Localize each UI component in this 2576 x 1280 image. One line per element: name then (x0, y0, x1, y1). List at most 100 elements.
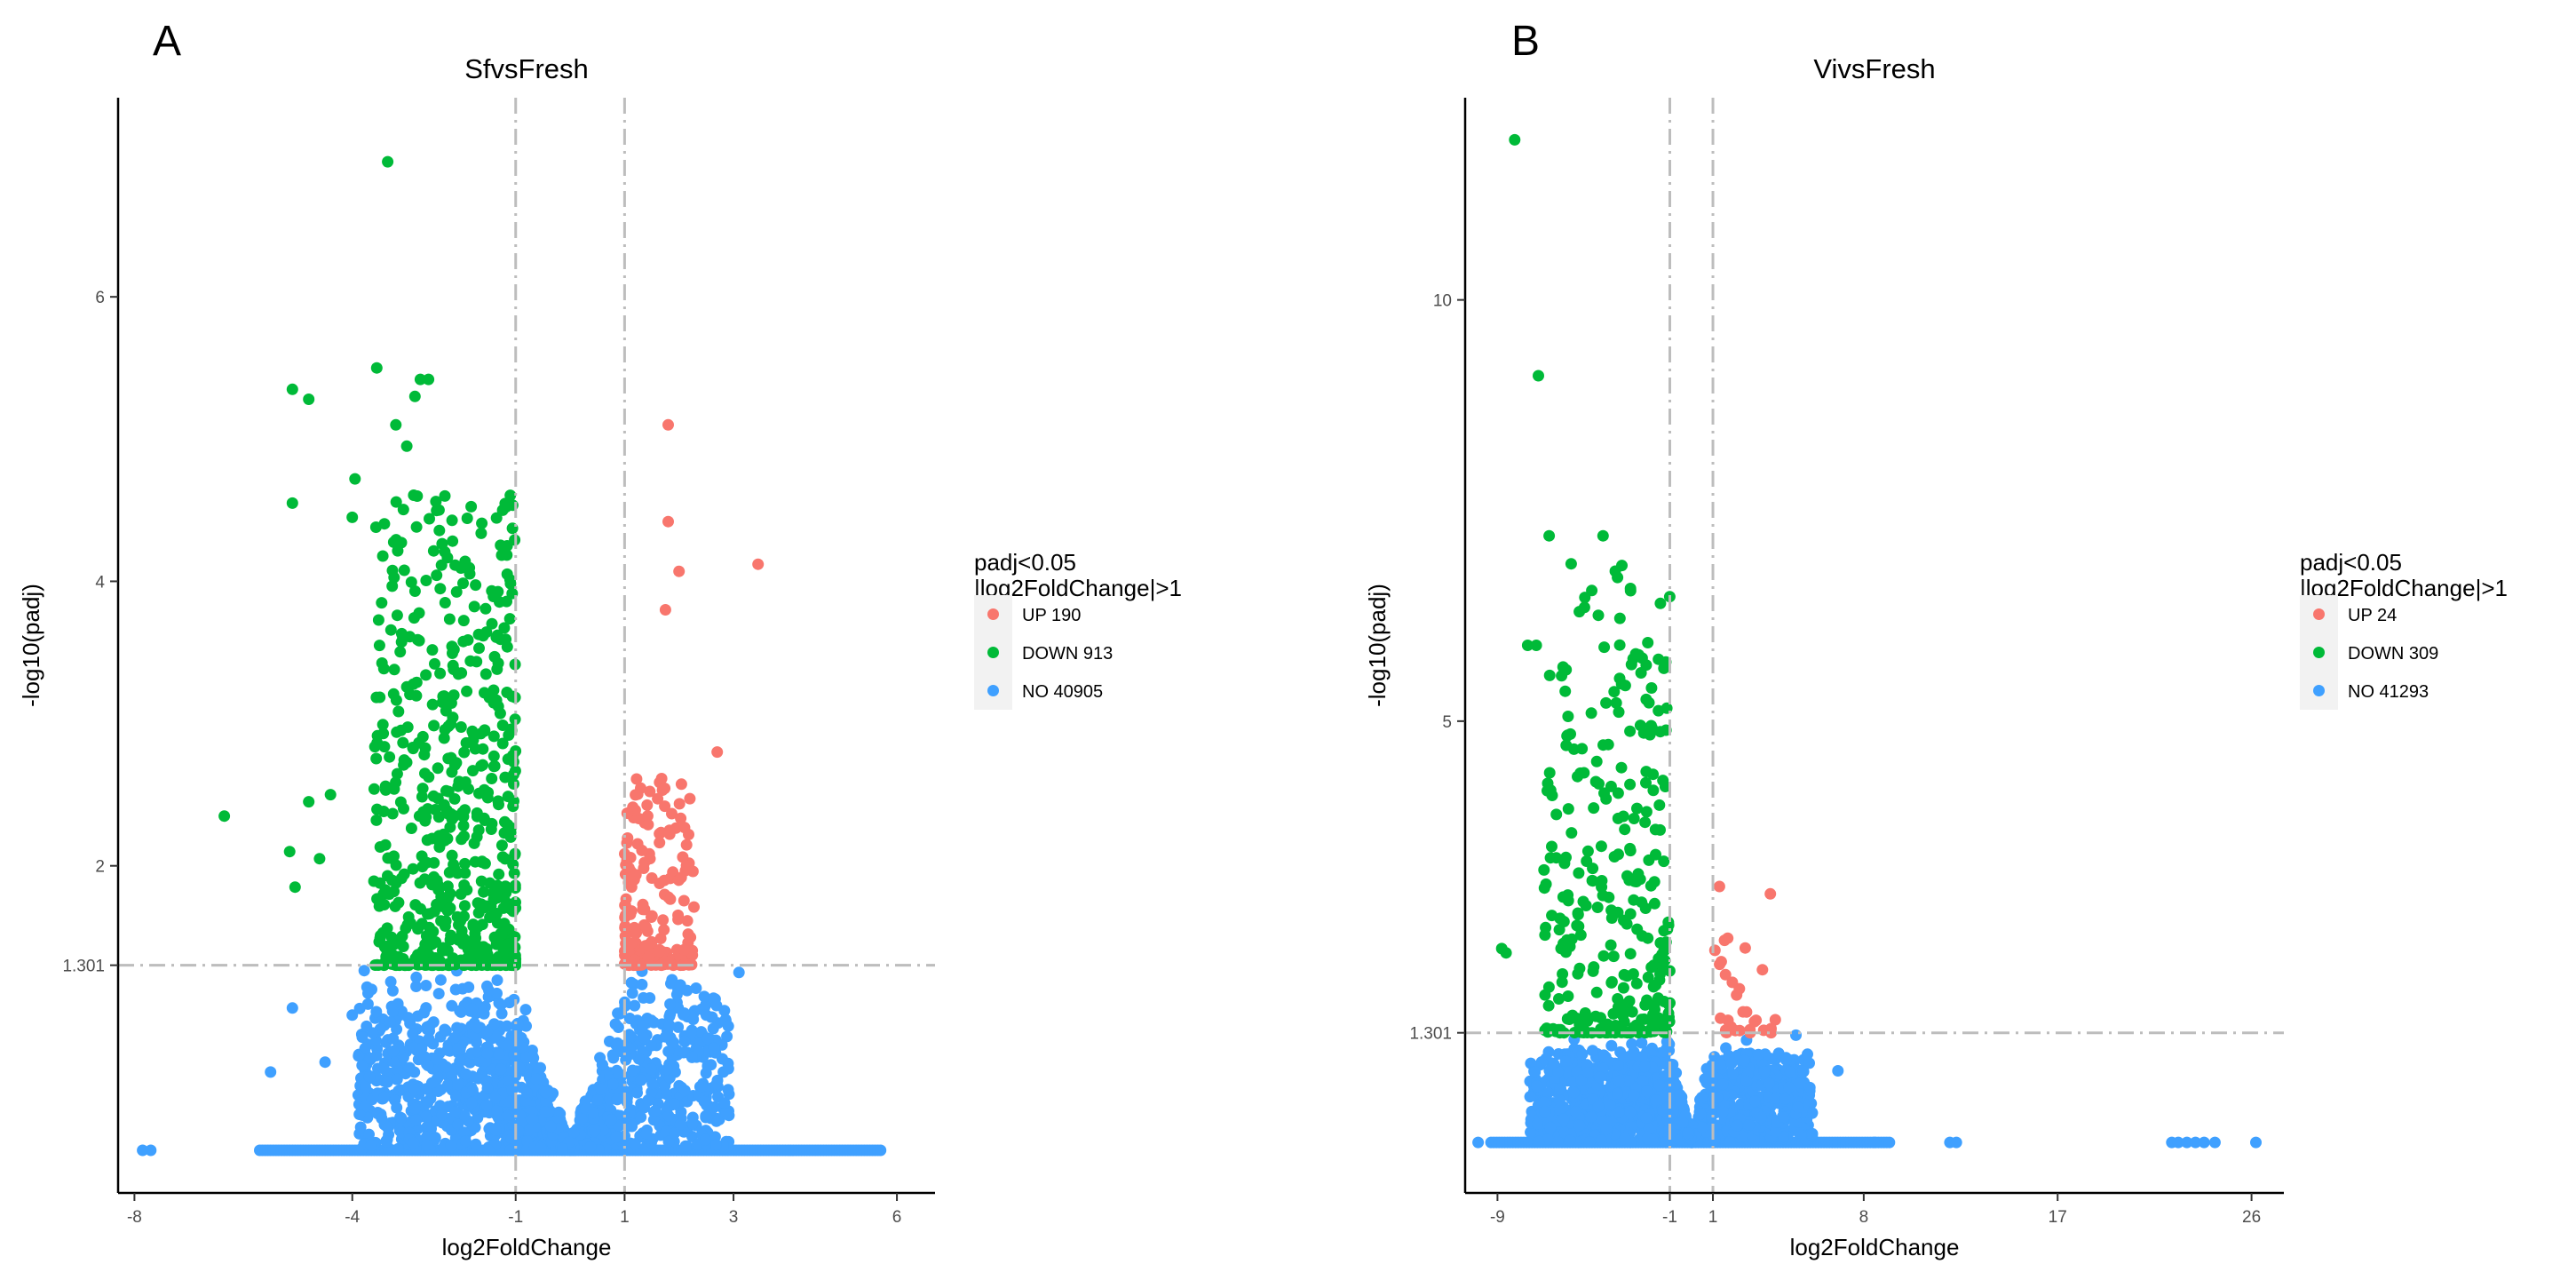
point-no (1626, 1049, 1638, 1061)
point-no (508, 1049, 520, 1061)
point-no (1696, 1092, 1708, 1103)
point-no (460, 1068, 472, 1080)
point-down (1642, 932, 1654, 944)
point-no (1783, 1081, 1795, 1093)
point-down (373, 640, 385, 652)
point-up (673, 798, 686, 810)
point-no (710, 1139, 722, 1151)
point-down (508, 898, 520, 910)
point-down (1652, 992, 1664, 1005)
point-down (1573, 606, 1586, 618)
point-down (427, 545, 440, 557)
point-down (1647, 784, 1660, 797)
point-no (638, 991, 650, 1004)
point-down (1612, 993, 1624, 1005)
point-down (382, 155, 394, 168)
point-up (658, 874, 670, 886)
point-no (386, 984, 399, 997)
point-down (428, 856, 440, 869)
point-down (493, 799, 504, 811)
point-no (624, 1030, 636, 1042)
point-down (503, 574, 516, 586)
point-no (535, 1142, 547, 1154)
point-no (481, 1047, 494, 1060)
point-down (469, 936, 481, 949)
point-no (1752, 1048, 1764, 1061)
point-down (483, 691, 495, 704)
point-no (638, 1032, 651, 1045)
point-down (458, 830, 470, 842)
point-up (644, 785, 656, 798)
point-no (611, 1093, 623, 1106)
x-tick-label: -9 (1490, 1208, 1505, 1227)
point-down (462, 634, 474, 646)
point-no (505, 1030, 518, 1042)
point-no (710, 999, 723, 1012)
point-no (626, 1064, 638, 1077)
point-no (1542, 1086, 1554, 1099)
point-down (391, 609, 403, 622)
point-down (1590, 986, 1603, 998)
point-up (641, 810, 654, 823)
point-no (1553, 1094, 1565, 1107)
point-down (1597, 529, 1609, 542)
legend-key-dot (987, 608, 999, 620)
point-down (1550, 808, 1563, 821)
point-down (416, 791, 428, 803)
point-down (486, 617, 498, 630)
point-no (430, 1053, 442, 1065)
point-no (722, 1020, 734, 1032)
point-no (1643, 1123, 1655, 1135)
point-down (457, 577, 469, 590)
point-no (1715, 1059, 1727, 1071)
point-down (407, 863, 419, 875)
point-no (356, 1031, 369, 1044)
point-no (376, 1112, 388, 1125)
point-no (591, 1093, 604, 1106)
point-down (400, 680, 413, 693)
data-points (1472, 133, 2262, 1149)
legend-entry-label: DOWN 309 (2348, 644, 2438, 664)
point-down (1610, 696, 1622, 709)
point-no (1552, 1136, 1564, 1149)
point-no (515, 1117, 527, 1128)
point-down (1624, 948, 1637, 960)
point-up (631, 788, 644, 800)
point-no (721, 1030, 733, 1043)
point-no (1628, 1089, 1640, 1101)
point-down (410, 676, 423, 688)
point-down (1609, 1020, 1621, 1031)
point-down (1561, 730, 1573, 742)
point-no (539, 1106, 551, 1118)
legend-entry-label: UP 190 (1022, 606, 1081, 625)
point-down (394, 646, 407, 658)
point-no (1564, 1134, 1576, 1147)
point-no (363, 1070, 376, 1083)
point-no (1596, 1113, 1608, 1125)
point-down (386, 564, 399, 576)
point-no (642, 1094, 654, 1107)
point-no (319, 1056, 331, 1069)
point-no (1763, 1077, 1775, 1090)
point-down (435, 891, 448, 903)
point-down (1544, 784, 1557, 797)
point-no (482, 1144, 495, 1157)
point-down (370, 752, 383, 765)
point-down (386, 807, 399, 820)
point-no (441, 1044, 454, 1056)
point-down (1562, 889, 1574, 902)
point-down (1543, 669, 1556, 681)
point-down (432, 792, 444, 805)
point-no (589, 1125, 601, 1136)
point-no (701, 1032, 714, 1045)
point-no (137, 1144, 149, 1157)
point-no (445, 1140, 457, 1151)
x-axis-title: log2FoldChange (1790, 1234, 1960, 1260)
point-down (1649, 1018, 1661, 1030)
point-down (469, 743, 481, 755)
point-down (303, 796, 315, 808)
point-no (722, 1084, 734, 1096)
point-down (476, 517, 488, 529)
point-down (1597, 950, 1610, 962)
point-down (410, 689, 423, 702)
